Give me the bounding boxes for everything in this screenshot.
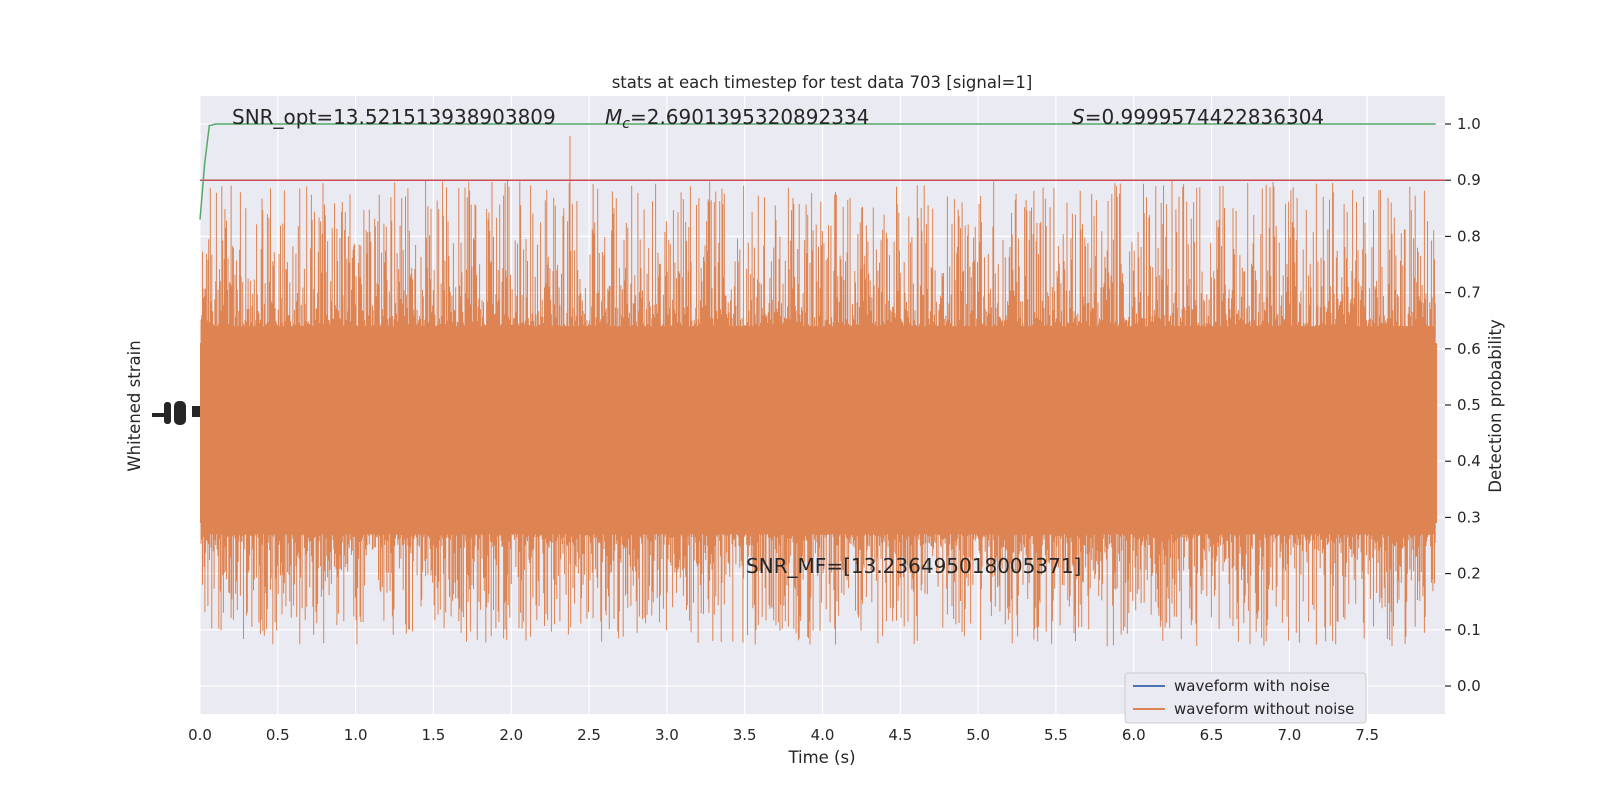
s-symbol: S xyxy=(1072,105,1085,129)
right-tick-label: 0.3 xyxy=(1457,508,1481,526)
x-tick-label: 3.5 xyxy=(733,726,757,744)
waveform-without-noise-trace xyxy=(200,135,1437,647)
x-tick-label: 1.5 xyxy=(422,726,446,744)
right-tick-label: 0.1 xyxy=(1457,621,1481,639)
x-tick-label: 5.5 xyxy=(1044,726,1068,744)
x-tick-label: 1.0 xyxy=(344,726,368,744)
snr-mf-annotation: SNR_MF=[13.236495018005371] xyxy=(746,554,1081,578)
legend: waveform with noise waveform without noi… xyxy=(1124,672,1367,724)
x-axis-label: Time (s) xyxy=(787,748,855,767)
x-tick-label: 0.0 xyxy=(188,726,212,744)
x-tick-label: 0.5 xyxy=(266,726,290,744)
x-tick-label: 7.5 xyxy=(1355,726,1379,744)
left-y-axis-label: Whitened strain xyxy=(125,340,144,471)
chart-title: stats at each timestep for test data 703… xyxy=(612,73,1033,92)
right-tick-label: 0.0 xyxy=(1457,677,1481,695)
right-tick-label: 0.9 xyxy=(1457,171,1481,189)
right-tick-label: 0.8 xyxy=(1457,227,1481,245)
x-axis-ticks: 0.0 0.5 1.0 1.5 2.0 2.5 3.0 3.5 4.0 4.5 5.0 5.5 6.0 6… xyxy=(188,726,1379,744)
x-tick-label: 2.0 xyxy=(499,726,523,744)
legend-label-with-noise: waveform with noise xyxy=(1174,677,1330,695)
mc-annotation: Mc=2.6901395320892334 xyxy=(605,105,869,132)
s-value: =0.9999574422836304 xyxy=(1085,105,1324,129)
waveform-without-noise-line xyxy=(200,135,1436,647)
left-axis-overlapping-ticks xyxy=(152,401,200,425)
s-annotation: S=0.9999574422836304 xyxy=(1072,105,1324,129)
x-tick-label: 5.0 xyxy=(966,726,990,744)
right-axis-ticks: 0.0 0.1 0.2 0.3 0.4 0.5 0.6 0.7 0.8 0.9 1.0 xyxy=(1445,115,1481,695)
right-tick-label: 0.4 xyxy=(1457,452,1481,470)
snr-opt-annotation: SNR_opt=13.521513938903809 xyxy=(232,105,556,129)
left-tick-blob-1 xyxy=(152,413,168,417)
mc-symbol: M xyxy=(605,105,622,129)
right-tick-label: 0.5 xyxy=(1457,396,1481,414)
right-y-axis-label: Detection probability xyxy=(1486,319,1505,493)
x-tick-label: 4.0 xyxy=(811,726,835,744)
left-tick-blob-2 xyxy=(164,402,171,424)
x-tick-label: 6.5 xyxy=(1200,726,1224,744)
left-tick-blob-4 xyxy=(192,406,200,417)
x-tick-label: 7.0 xyxy=(1277,726,1301,744)
x-tick-label: 2.5 xyxy=(577,726,601,744)
mc-value: =2.6901395320892334 xyxy=(630,105,869,129)
mc-subscript: c xyxy=(622,116,630,132)
detection-probability-line xyxy=(199,123,1436,220)
legend-box xyxy=(1124,672,1367,724)
right-tick-label: 1.0 xyxy=(1457,115,1481,133)
legend-label-without-noise: waveform without noise xyxy=(1174,700,1354,718)
right-tick-label: 0.2 xyxy=(1457,565,1481,583)
detection-probability-layer xyxy=(199,123,1445,220)
right-tick-label: 0.7 xyxy=(1457,284,1481,302)
x-tick-label: 6.0 xyxy=(1122,726,1146,744)
x-tick-label: 3.0 xyxy=(655,726,679,744)
left-tick-blob-3 xyxy=(174,401,186,425)
x-tick-label: 4.5 xyxy=(888,726,912,744)
right-tick-label: 0.6 xyxy=(1457,340,1481,358)
